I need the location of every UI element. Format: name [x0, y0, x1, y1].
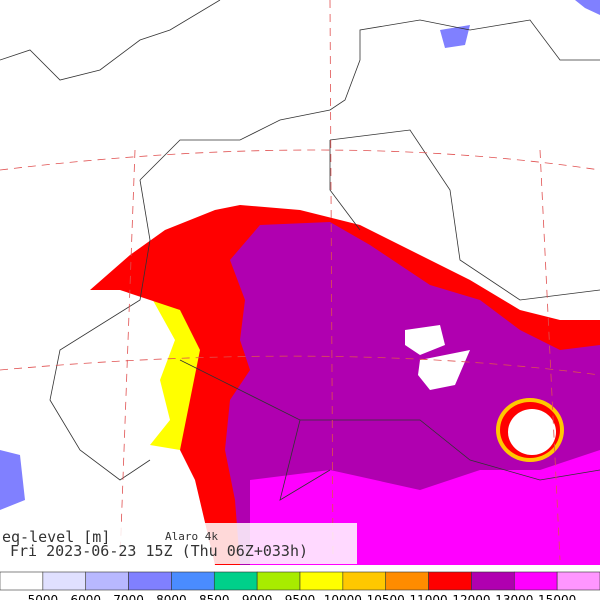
- meridian: [329, 0, 334, 561]
- colorbar-box: [42, 571, 87, 591]
- colorbar-label: 11000: [409, 593, 447, 600]
- colorbar-label: 9500: [285, 593, 316, 600]
- colorbar-box: [342, 571, 387, 591]
- colorbar-box: [0, 571, 44, 591]
- colorbar-box: [385, 571, 429, 591]
- colorbar-box: [213, 571, 258, 591]
- hole: [405, 325, 470, 390]
- colorbar-label: 5000: [28, 593, 59, 600]
- colorbar-label: 12000: [452, 593, 490, 600]
- coast: [0, 0, 600, 181]
- colorbar-label: 10500: [367, 593, 405, 600]
- colorbar-box: [556, 571, 600, 591]
- colorbar-label: 13000: [495, 593, 533, 600]
- colorbar-box: [256, 571, 301, 591]
- label-box: [0, 523, 357, 564]
- field: [0, 0, 600, 565]
- colorbar-label: 10000: [324, 593, 362, 600]
- colorbar-label: 8500: [199, 593, 230, 600]
- border: [49, 129, 600, 501]
- colorbar-box: [428, 571, 472, 591]
- parallel: [0, 355, 600, 376]
- colorbar-label: 15000: [538, 593, 576, 600]
- borders: [0, 0, 600, 501]
- colorbar: 5000 6000 7000 8000 8500 9000 9500 10000 10500 11…: [0, 571, 600, 600]
- meridian: [539, 149, 561, 561]
- meridian: [119, 149, 136, 561]
- colorbar-label: 6000: [70, 593, 101, 600]
- colorbar-label: 9000: [242, 593, 273, 600]
- colorbar-box: [299, 571, 344, 591]
- colorbar-label: 8000: [156, 593, 187, 600]
- colorbar-label: 7000: [113, 593, 144, 600]
- colorbar-box: [471, 571, 515, 591]
- parallel: [0, 149, 600, 171]
- colorbar-box: [128, 571, 172, 591]
- colorbar-box: [85, 571, 129, 591]
- colorbar-box: [513, 571, 558, 591]
- valid-time: Fri 2023-06-23 15Z (Thu 06Z+033h): [10, 542, 308, 560]
- colorbar-box: [171, 571, 215, 591]
- hole: [508, 409, 556, 455]
- model: Alaro 4k: [165, 530, 218, 543]
- title: eq-level [m]: [2, 528, 110, 546]
- graticule: [0, 0, 600, 561]
